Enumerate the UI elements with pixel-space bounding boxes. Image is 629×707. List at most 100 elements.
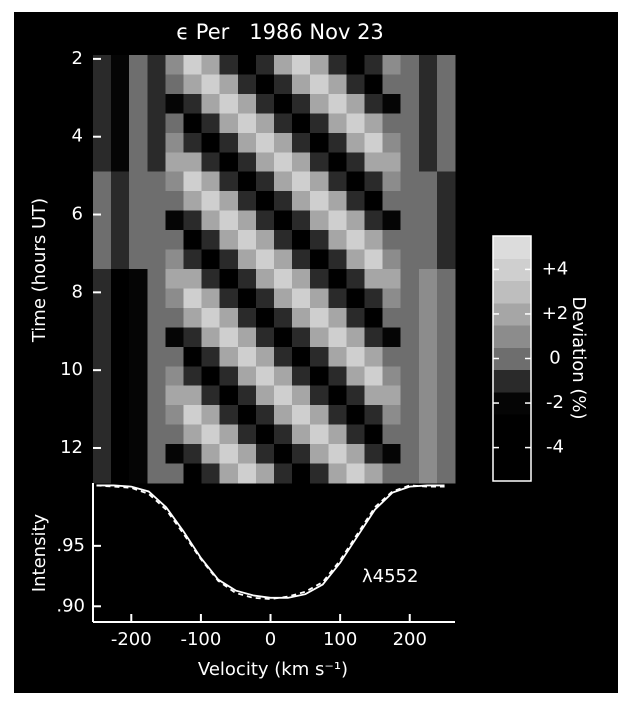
heatmap-cell xyxy=(436,55,456,76)
heatmap-cell xyxy=(418,463,438,484)
heatmap-cell xyxy=(436,269,456,290)
y-axis-label: Intensity xyxy=(29,513,50,592)
heatmap-cell xyxy=(237,171,257,192)
heatmap-cell xyxy=(201,191,221,212)
heatmap-cell xyxy=(400,93,420,114)
heatmap-cell xyxy=(382,405,402,426)
heatmap-cell xyxy=(219,132,239,153)
heatmap-cell xyxy=(183,346,203,367)
heatmap-cell xyxy=(328,74,347,95)
heatmap-cell xyxy=(237,463,257,484)
heatmap-cell xyxy=(310,191,329,212)
heatmap-cell xyxy=(183,269,203,290)
heatmap-cell xyxy=(346,74,366,95)
heatmap-cell xyxy=(237,405,257,426)
heatmap-cell xyxy=(274,424,293,445)
heatmap-cell xyxy=(129,385,148,406)
heatmap-cell xyxy=(93,132,112,153)
heatmap-cell xyxy=(93,113,112,134)
y-tick-label: 2 xyxy=(72,48,83,69)
heatmap-cell xyxy=(219,249,239,270)
heatmap-cell xyxy=(274,385,293,406)
heatmap-cell xyxy=(111,346,130,367)
heatmap-cell xyxy=(237,327,257,348)
heatmap-cell xyxy=(328,307,347,328)
heatmap-cell xyxy=(346,424,366,445)
heatmap-cell xyxy=(400,269,420,290)
heatmap-cell xyxy=(292,463,311,484)
heatmap-cell xyxy=(364,269,384,290)
heatmap-cell xyxy=(165,93,185,114)
heatmap-cell xyxy=(201,171,221,192)
heatmap-cell xyxy=(165,210,185,231)
heatmap-cell xyxy=(219,307,239,328)
heatmap-cell xyxy=(255,191,275,212)
heatmap-cell xyxy=(183,444,203,465)
heatmap-cell xyxy=(382,191,402,212)
heatmap-cell xyxy=(219,55,239,76)
heatmap-cell xyxy=(382,463,402,484)
heatmap-cell xyxy=(165,385,185,406)
heatmap-cell xyxy=(274,366,293,387)
heatmap-cell xyxy=(346,113,366,134)
heatmap-cell xyxy=(364,249,384,270)
heatmap-cell xyxy=(328,327,347,348)
heatmap-cell xyxy=(346,171,366,192)
heatmap-cell xyxy=(400,288,420,309)
heatmap-cell xyxy=(183,74,203,95)
heatmap-cell xyxy=(237,93,257,114)
y-tick-label: .90 xyxy=(56,595,85,616)
heatmap-cell xyxy=(129,269,148,290)
heatmap-cell xyxy=(111,463,130,484)
heatmap-cell xyxy=(183,210,203,231)
heatmap-cell xyxy=(165,74,185,95)
heatmap-cell xyxy=(436,249,456,270)
heatmap-cell xyxy=(292,307,311,328)
heatmap-cell xyxy=(219,230,239,251)
heatmap-cell xyxy=(201,249,221,270)
heatmap-cell xyxy=(310,327,329,348)
heatmap-cell xyxy=(201,132,221,153)
heatmap-cell xyxy=(219,152,239,173)
heatmap-cell xyxy=(310,152,329,173)
heatmap-cell xyxy=(436,74,456,95)
heatmap-cell xyxy=(400,230,420,251)
heatmap-cell xyxy=(165,327,185,348)
heatmap-cell xyxy=(382,385,402,406)
heatmap-cell xyxy=(274,288,293,309)
heatmap-cell xyxy=(183,152,203,173)
heatmap-cell xyxy=(129,230,148,251)
heatmap-cell xyxy=(364,346,384,367)
heatmap-cell xyxy=(382,366,402,387)
heatmap-cell xyxy=(201,230,221,251)
heatmap-cell xyxy=(147,405,166,426)
heatmap-cell xyxy=(274,444,293,465)
heatmap-cell xyxy=(237,230,257,251)
heatmap-cell xyxy=(129,405,148,426)
heatmap-cell xyxy=(255,74,275,95)
heatmap-cell xyxy=(274,55,293,76)
heatmap-cell xyxy=(111,288,130,309)
heatmap-cell xyxy=(292,93,311,114)
heatmap-cell xyxy=(418,132,438,153)
heatmap-cell xyxy=(237,210,257,231)
heatmap-cell xyxy=(93,444,112,465)
heatmap-cell xyxy=(129,113,148,134)
heatmap-cell xyxy=(111,366,130,387)
heatmap-cell xyxy=(418,385,438,406)
heatmap-cell xyxy=(111,424,130,445)
heatmap-cell xyxy=(183,288,203,309)
heatmap-cell xyxy=(328,444,347,465)
heatmap-cell xyxy=(436,346,456,367)
x-axis-label: Velocity (km s⁻¹) xyxy=(198,659,348,680)
heatmap-cell xyxy=(111,230,130,251)
heatmap-cell xyxy=(93,191,112,212)
heatmap-cell xyxy=(111,327,130,348)
heatmap-cell xyxy=(129,288,148,309)
heatmap-cell xyxy=(111,385,130,406)
heatmap-cell xyxy=(400,424,420,445)
heatmap-cell xyxy=(292,346,311,367)
heatmap-cell xyxy=(418,210,438,231)
heatmap-cell xyxy=(400,191,420,212)
